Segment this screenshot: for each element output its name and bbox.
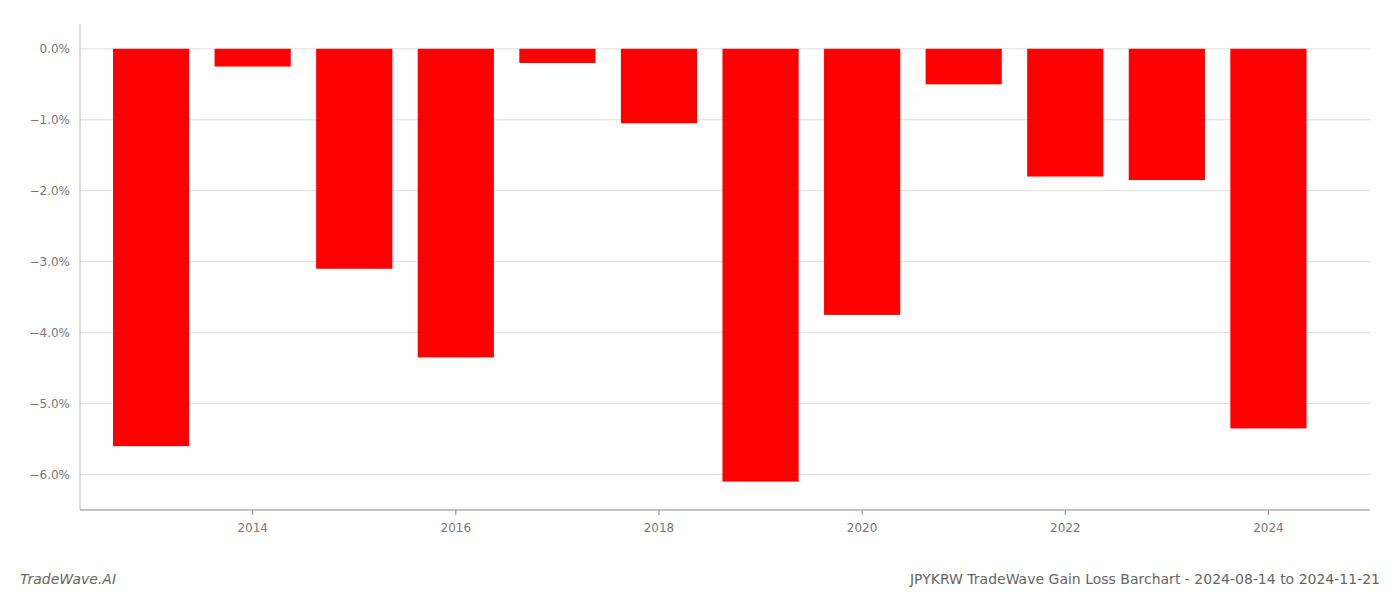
bar xyxy=(926,49,1002,84)
x-tick-label: 2014 xyxy=(237,521,268,535)
x-tick xyxy=(1065,510,1066,515)
y-tick-label: −2.0% xyxy=(29,184,70,198)
bar xyxy=(215,49,291,67)
bar xyxy=(722,49,798,482)
x-tick xyxy=(658,510,659,515)
bar xyxy=(621,49,697,123)
y-tick-label: −4.0% xyxy=(29,326,70,340)
x-tick-label: 2018 xyxy=(644,521,675,535)
x-tick xyxy=(455,510,456,515)
x-tick-label: 2024 xyxy=(1253,521,1284,535)
y-tick-label: −3.0% xyxy=(29,255,70,269)
y-axis-line xyxy=(80,24,81,510)
watermark: TradeWave.AI xyxy=(20,571,116,587)
y-tick-label: −6.0% xyxy=(29,468,70,482)
y-tick-label: −5.0% xyxy=(29,397,70,411)
x-tick-label: 2016 xyxy=(441,521,472,535)
x-tick-label: 2020 xyxy=(847,521,878,535)
bar xyxy=(1129,49,1205,180)
bar xyxy=(113,49,189,446)
bar xyxy=(316,49,392,269)
x-tick-label: 2022 xyxy=(1050,521,1081,535)
x-tick xyxy=(252,510,253,515)
bars xyxy=(113,49,1307,482)
chart: 0.0% −1.0% −2.0% −3.0% −4.0% −5.0% −6.0% 2014 20… xyxy=(0,0,1400,600)
title: JPYKRW TradeWave Gain Loss Barchart - 20… xyxy=(909,571,1380,587)
y-tick-label: −1.0% xyxy=(29,113,70,127)
bar xyxy=(1230,49,1306,429)
bar xyxy=(1027,49,1103,177)
bar xyxy=(418,49,494,358)
y-tick-label: 0.0% xyxy=(40,42,71,56)
x-axis-line xyxy=(80,510,1370,511)
bar xyxy=(824,49,900,315)
x-tick xyxy=(1268,510,1269,515)
bar xyxy=(519,49,595,63)
x-tick xyxy=(862,510,863,515)
